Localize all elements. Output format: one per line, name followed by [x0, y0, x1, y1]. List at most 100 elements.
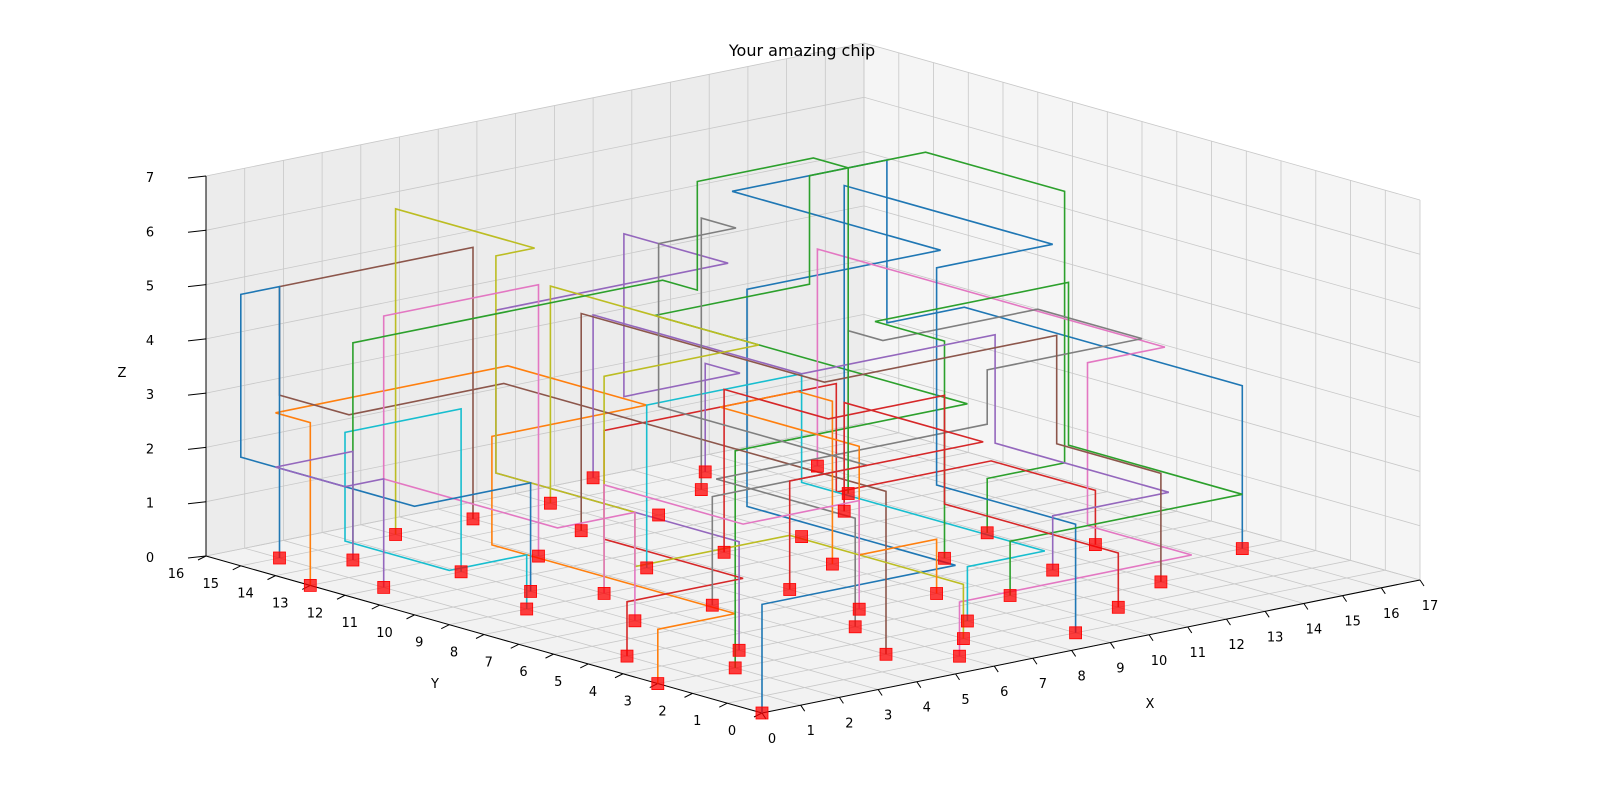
x-tick-label: 6 [1000, 685, 1008, 700]
x-tick-mark [955, 673, 960, 681]
gate-marker [454, 565, 468, 579]
y-tick-label: 1 [693, 714, 701, 729]
z-tick-mark [187, 338, 207, 342]
x-tick-label: 10 [1151, 654, 1168, 669]
x-tick-mark [1264, 611, 1270, 618]
y-tick-label: 12 [307, 606, 324, 621]
x-tick-label: 13 [1267, 630, 1284, 645]
gate-marker [705, 598, 719, 612]
z-tick-mark [187, 555, 207, 559]
gate-marker [586, 471, 600, 485]
wire-path [645, 372, 1046, 621]
gate-marker [520, 602, 534, 616]
gate-marker [652, 508, 665, 522]
x-tick-label: 1 [807, 724, 815, 739]
gate-marker [1154, 575, 1168, 589]
gate-marker [698, 465, 712, 479]
x-tick-mark [1148, 634, 1154, 642]
z-tick-mark [187, 501, 207, 505]
grid-line-z [205, 205, 1421, 364]
axis-panes [206, 43, 1420, 713]
gate-marker [961, 614, 974, 628]
x-tick-mark [877, 689, 883, 696]
x-tick-mark [1303, 603, 1309, 610]
y-tick-label: 3 [624, 695, 632, 710]
gate-marker [597, 587, 611, 600]
gate-markers [273, 459, 1249, 720]
wire-path [715, 308, 1143, 627]
wire-path [719, 390, 938, 594]
gate-marker [628, 614, 642, 628]
gate-marker [1003, 589, 1017, 602]
x-tick-mark [1342, 595, 1348, 602]
x-tick-mark [1032, 657, 1038, 665]
gate-marker [389, 528, 403, 541]
gate-marker [544, 496, 557, 510]
wire-path [240, 285, 532, 592]
x-tick-mark [1187, 626, 1193, 634]
wire-path [278, 246, 887, 655]
z-tick-label: 6 [146, 225, 154, 240]
wire-path [580, 312, 1162, 582]
gate-marker [717, 545, 731, 559]
gate-marker [1046, 563, 1060, 577]
z-tick-label: 7 [146, 171, 154, 186]
gate-marker [783, 583, 797, 596]
y-tick-mark [475, 634, 485, 639]
y-tick-mark [197, 555, 207, 561]
z-tick-label: 5 [146, 280, 154, 295]
z-tick-label: 0 [146, 551, 154, 566]
grid-line-z [205, 151, 1421, 309]
gate-marker [957, 632, 970, 645]
gate-marker [826, 557, 839, 571]
wire-path [731, 159, 1244, 713]
gate-marker [953, 649, 966, 663]
gate-marker [1111, 600, 1125, 614]
grid-line-z [205, 313, 1421, 472]
gate-marker [574, 524, 588, 538]
wire-path [723, 388, 1120, 608]
y-tick-mark [545, 653, 554, 659]
gate-marker [1089, 538, 1102, 551]
axis-lines [187, 175, 1425, 720]
gate-marker [346, 553, 360, 567]
wire-path [352, 157, 850, 560]
y-tick-label: 9 [415, 636, 423, 651]
y-tick-label: 16 [168, 567, 185, 582]
z-tick-mark [187, 392, 207, 396]
y-tick-label: 8 [450, 646, 458, 661]
y-tick-label: 13 [272, 596, 289, 611]
x-tick-label: 8 [1078, 669, 1086, 684]
gate-marker [938, 551, 951, 565]
x-tick-label: 2 [845, 716, 853, 731]
x-tick-mark [838, 697, 844, 704]
gate-marker [930, 587, 943, 600]
gate-marker [694, 483, 708, 497]
z-tick-mark [187, 229, 207, 233]
wire-path [344, 407, 528, 609]
gate-marker [651, 677, 665, 690]
x-tick-label: 11 [1189, 646, 1206, 661]
wire-series [240, 151, 1244, 713]
y-tick-label: 4 [589, 685, 597, 700]
wire-path [816, 247, 1192, 657]
wire-path [603, 483, 861, 610]
x-tick-mark [1226, 618, 1231, 626]
z-tick-mark [187, 446, 207, 450]
x-axis-label: X [1146, 697, 1155, 712]
y-tick-label: 5 [554, 675, 562, 690]
gate-marker [795, 530, 808, 543]
gate-marker [532, 549, 545, 563]
gate-marker [837, 504, 851, 518]
wire-path [549, 285, 760, 594]
z-tick-label: 2 [146, 442, 154, 457]
wire-path [275, 364, 736, 684]
z-tick-mark [187, 284, 207, 288]
wire-path [275, 450, 385, 588]
y-tick-mark [684, 692, 693, 698]
y-tick-mark [406, 614, 415, 620]
y-axis-label: Y [430, 677, 439, 692]
x-tick-label: 9 [1116, 662, 1124, 677]
gate-marker [640, 561, 654, 575]
